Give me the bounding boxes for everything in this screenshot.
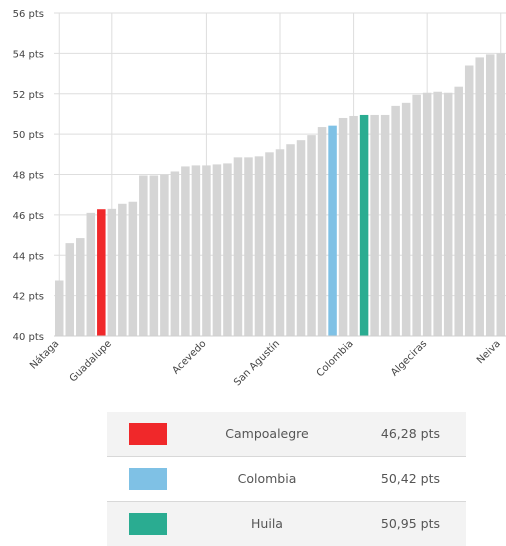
bar: [443, 92, 453, 336]
bar-chart: 40 pts 42 pts 44 pts 46 pts 48 pts 50 pts 52 p…: [13, 9, 506, 389]
y-tick-label: 44 pts: [13, 251, 44, 262]
bar: [223, 163, 232, 336]
bar: [65, 243, 75, 336]
legend-label: Huila: [251, 516, 283, 531]
bar: [317, 127, 327, 336]
bar: [149, 175, 159, 336]
bar: [370, 114, 379, 337]
bar: [496, 53, 505, 336]
bar: [86, 212, 96, 336]
bar: [76, 238, 85, 336]
bar: [139, 175, 148, 336]
y-tick-label: 46 pts: [13, 211, 44, 222]
bar: [55, 280, 64, 336]
bar: [170, 171, 180, 336]
bar: [328, 125, 337, 337]
bar: [359, 114, 369, 337]
bar: [401, 102, 411, 336]
legend-swatch-colombia: [129, 468, 167, 490]
legend-value: 46,28 pts: [380, 426, 440, 441]
bar: [454, 86, 463, 336]
bar: [233, 157, 243, 336]
bar: [286, 144, 295, 336]
y-tick-label: 56 pts: [13, 9, 44, 20]
bar: [181, 166, 190, 336]
y-tick-label: 48 pts: [13, 171, 44, 182]
x-tick-label: Guadalupe: [68, 338, 114, 384]
bar: [275, 149, 285, 336]
bar: [412, 94, 421, 337]
bar: [422, 92, 432, 336]
legend-value: 50,42 pts: [380, 471, 440, 486]
bar: [485, 54, 495, 337]
bar: [160, 174, 169, 336]
bar: [128, 201, 138, 336]
legend-value: 50,95 pts: [380, 516, 440, 531]
bar: [464, 65, 474, 337]
y-tick-label: 52 pts: [13, 90, 44, 101]
bar: [433, 91, 442, 336]
x-tick-label: Neiva: [475, 338, 503, 366]
x-tick-label: Colombia: [315, 338, 356, 379]
legend-swatch-huila: [129, 513, 167, 535]
bar: [475, 57, 484, 336]
bar: [391, 105, 400, 336]
legend-swatch-campoalegre: [129, 423, 167, 445]
bar: [191, 165, 201, 336]
legend-row-campoalegre: Campoalegre 46,28 pts: [107, 412, 466, 456]
x-tick-label: San Agustín: [231, 338, 282, 389]
legend-table: Campoalegre 46,28 pts Colombia 50,42 pts…: [107, 412, 466, 546]
x-tick-label: Acevedo: [170, 338, 208, 376]
bar: [212, 164, 222, 336]
legend-label: Colombia: [237, 471, 297, 486]
y-tick-label: 50 pts: [13, 130, 44, 141]
bar: [265, 152, 274, 336]
y-tick-label: 42 pts: [13, 292, 44, 303]
bar: [254, 156, 264, 336]
bar: [380, 114, 390, 337]
bar: [338, 117, 348, 336]
bar: [349, 115, 358, 336]
y-tick-label: 40 pts: [13, 332, 44, 343]
legend-row-colombia: Colombia 50,42 pts: [107, 456, 466, 501]
bar: [296, 140, 306, 336]
bar: [244, 157, 253, 336]
bar: [107, 208, 117, 336]
y-tick-label: 54 pts: [13, 49, 44, 60]
legend-label: Campoalegre: [225, 426, 309, 441]
bar: [97, 209, 106, 336]
x-tick-label: Algeciras: [389, 338, 429, 378]
bar: [307, 135, 316, 336]
legend-row-huila: Huila 50,95 pts: [107, 501, 466, 546]
bar: [202, 165, 211, 336]
bar: [118, 203, 127, 336]
